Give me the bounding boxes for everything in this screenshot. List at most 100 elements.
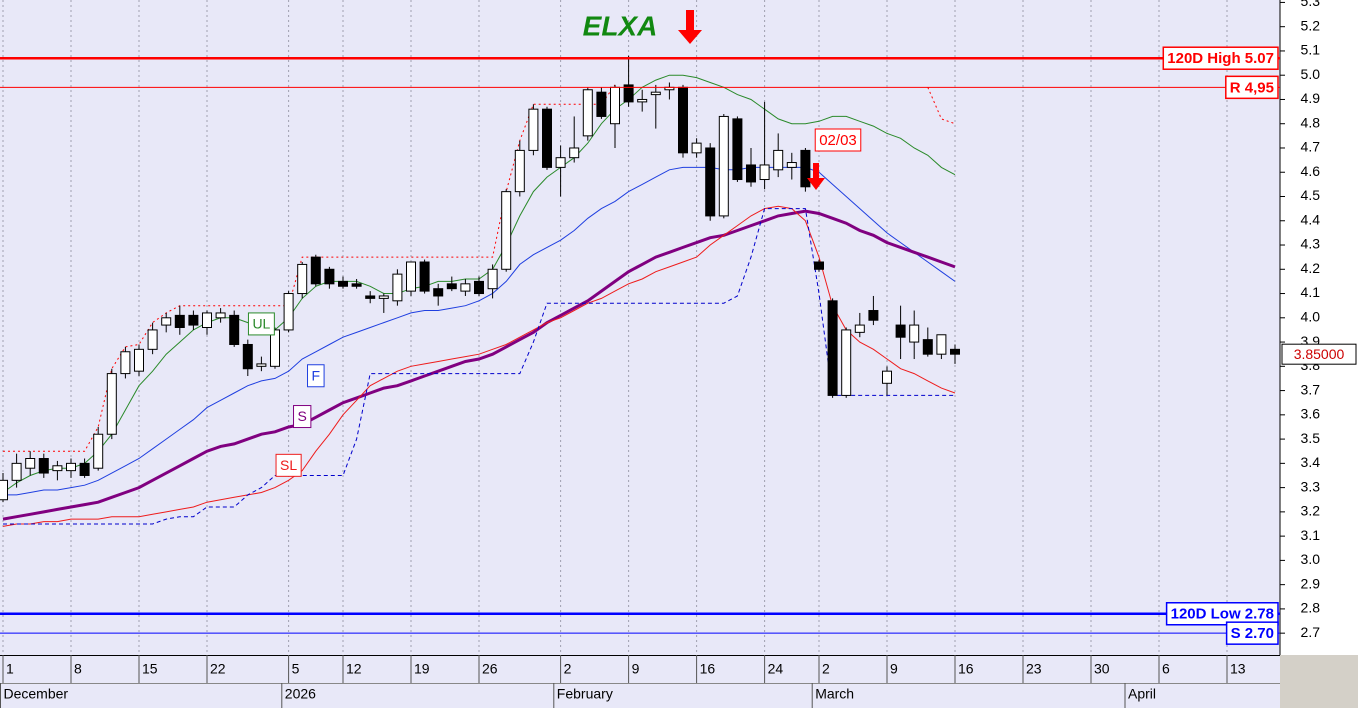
candle-body — [66, 462, 76, 472]
candle-body — [229, 314, 240, 345]
x-tick-label: 26 — [482, 661, 498, 677]
corner — [1280, 655, 1358, 708]
candle-body — [814, 261, 824, 270]
series-label: S — [298, 408, 307, 424]
level-label: 120D Low 2.78 — [1171, 606, 1274, 623]
candle-body — [79, 462, 90, 476]
candle-body — [270, 329, 280, 367]
candle-body — [256, 363, 267, 367]
candle-body — [433, 288, 444, 297]
candle-body — [52, 465, 63, 472]
candle-body — [188, 314, 199, 326]
candle-body — [882, 370, 892, 384]
candle-body — [691, 142, 702, 154]
candle-body — [351, 283, 362, 287]
series-label: UL — [252, 316, 270, 332]
y-tick-label: 4.8 — [1301, 114, 1321, 130]
series-label-box — [275, 453, 302, 477]
candle-body — [936, 334, 947, 355]
y-tick-label: 3.2 — [1301, 503, 1321, 519]
candle-body — [120, 351, 131, 375]
y-tick-label: 4.4 — [1301, 211, 1321, 227]
y-tick-label: 4.6 — [1301, 163, 1321, 179]
y-tick-label: 3.1 — [1301, 527, 1321, 543]
candle-body — [582, 89, 593, 137]
candle-body — [93, 433, 104, 469]
candle-body — [338, 280, 348, 287]
x-tick-label: 12 — [346, 661, 362, 677]
annotation-label: 02/03 — [819, 132, 857, 149]
month-label: December — [4, 686, 69, 702]
candle-body — [528, 108, 539, 151]
x-tick-label: 9 — [890, 661, 898, 677]
candle-body — [147, 329, 158, 350]
candle-body — [174, 314, 185, 328]
month-label: March — [815, 686, 854, 702]
candle-body — [38, 458, 49, 474]
candle-body — [678, 86, 688, 154]
y-tick-label: 2.9 — [1301, 575, 1321, 591]
level-label: R 4,95 — [1230, 79, 1274, 96]
level-label-box — [1225, 75, 1279, 100]
overlay-line — [3, 84, 956, 452]
candle-body — [487, 268, 498, 290]
y-tick-label: 3.6 — [1301, 406, 1321, 422]
month-label: February — [557, 686, 613, 702]
y-tick-label: 4.5 — [1301, 187, 1321, 203]
x-tick-label: 2 — [822, 661, 830, 677]
x-tick-label: 15 — [142, 661, 158, 677]
annotation-arrow — [807, 163, 825, 190]
y-tick-label: 5.3 — [1301, 0, 1321, 9]
y-tick-label: 5.2 — [1301, 17, 1321, 33]
candle-body — [11, 462, 22, 481]
y-tick-label: 5.1 — [1301, 42, 1321, 58]
candle-body — [610, 86, 620, 125]
y-tick-label: 3.3 — [1301, 478, 1321, 494]
series-label-box — [247, 312, 275, 336]
signal-arrow — [678, 10, 702, 44]
candle-body — [378, 295, 389, 299]
candle-body — [759, 164, 770, 181]
candle-body — [705, 147, 716, 217]
candle-body — [514, 149, 525, 193]
candle-body — [827, 300, 838, 396]
candle-body — [895, 324, 906, 338]
candle-body — [106, 373, 117, 435]
last-price-label: 3.85000 — [1294, 346, 1345, 362]
candle-body — [922, 339, 933, 355]
candle-body — [0, 479, 8, 501]
plot-background — [0, 0, 1280, 655]
x-tick-label: 19 — [414, 661, 430, 677]
labels: UL F S SL 02/03 — [247, 128, 862, 477]
candle-body — [283, 293, 294, 331]
candle-body — [596, 91, 607, 117]
y-tick-label: 2.8 — [1301, 600, 1321, 616]
candle-body — [460, 283, 471, 292]
x-tick-label: 24 — [768, 661, 784, 677]
y-tick-label: 3.7 — [1301, 381, 1321, 397]
overlay-line — [3, 208, 955, 525]
candle-body — [637, 98, 648, 103]
x-tick-label: 1 — [6, 661, 14, 677]
candle-body — [773, 149, 784, 171]
series-label-box — [293, 405, 312, 429]
y-tick-label: 5.0 — [1301, 66, 1321, 82]
series-label: SL — [280, 457, 297, 473]
x-tick-label: 22 — [210, 661, 226, 677]
candle-body — [446, 283, 457, 290]
level-label: S 2.70 — [1231, 625, 1274, 642]
candle-body — [718, 115, 729, 217]
candle-body — [555, 157, 566, 168]
y-tick-label: 3.5 — [1301, 430, 1321, 446]
candle-body — [732, 118, 743, 181]
candle-body — [310, 256, 321, 285]
candle-body — [623, 84, 634, 103]
y-tick-label: 4.3 — [1301, 236, 1321, 252]
x-tick-label: 6 — [1162, 661, 1170, 677]
candle-body — [501, 191, 512, 270]
candle-body — [324, 268, 335, 285]
candle-body — [909, 324, 920, 343]
annotation-box — [814, 128, 862, 152]
y-tick-label: 3.4 — [1301, 454, 1321, 470]
